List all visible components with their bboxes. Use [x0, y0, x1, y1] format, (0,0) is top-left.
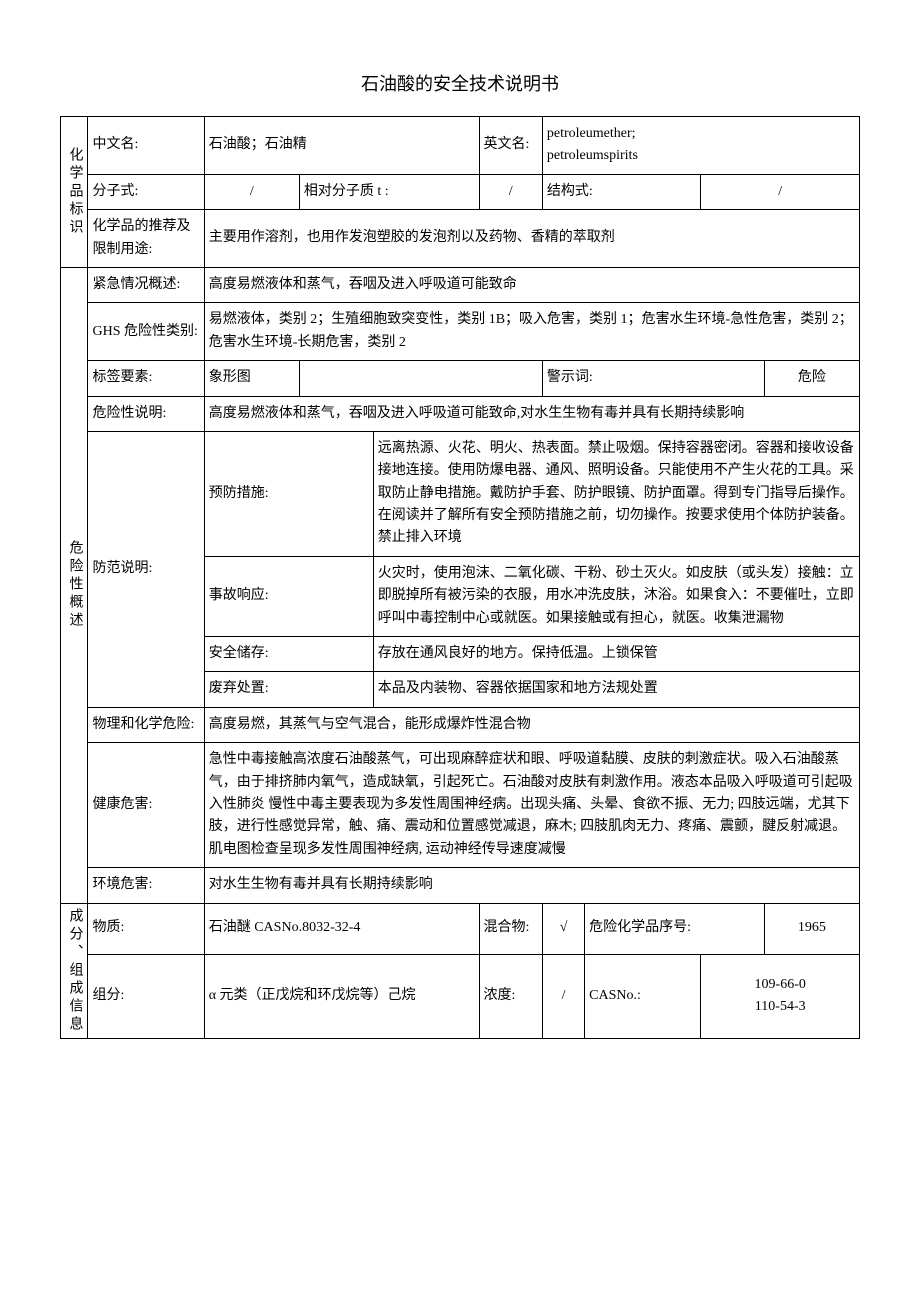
- label-storage: 安全储存:: [204, 637, 373, 672]
- label-precaution: 防范说明:: [88, 431, 204, 707]
- label-env: 环境危害:: [88, 868, 204, 903]
- label-casno: CASNo.:: [585, 954, 701, 1038]
- value-formula: /: [204, 174, 299, 209]
- value-env: 对水生生物有毒并具有长期持续影响: [204, 868, 859, 903]
- value-pictogram: [299, 361, 542, 396]
- value-ghs: 易燃液体，类别 2；生殖细胞致突变性，类别 1B；吸入危害，类别 1；危害水生环…: [204, 303, 859, 361]
- value-response: 火灾时，使用泡沫、二氧化碳、干粉、砂土灭火。如皮肤（或头发）接触：立即脱掉所有被…: [373, 556, 859, 636]
- label-prevention: 预防措施:: [204, 431, 373, 556]
- value-uses: 主要用作溶剂，也用作发泡塑胶的发泡剂以及药物、香精的萃取剂: [204, 210, 859, 268]
- value-storage: 存放在通风良好的地方。保持低温。上锁保管: [373, 637, 859, 672]
- sds-table: 化学品标识 中文名: 石油酸；石油精 英文名: petroleumether; …: [60, 116, 860, 1039]
- value-hazard-stmt: 高度易燃液体和蒸气，吞咽及进入呼吸道可能致命,对水生生物有毒并具有长期持续影响: [204, 396, 859, 431]
- label-formula: 分子式:: [88, 174, 204, 209]
- value-en-name: petroleumether; petroleumspirits: [542, 117, 859, 175]
- label-health: 健康危害:: [88, 743, 204, 868]
- label-pictogram: 象形图: [204, 361, 299, 396]
- label-substance: 物质:: [88, 903, 204, 954]
- value-physchem: 高度易燃，其蒸气与空气混合，能形成爆炸性混合物: [204, 707, 859, 742]
- value-hazchem-no: 1965: [764, 903, 859, 954]
- value-substance: 石油醚 CASNo.8032-32-4: [204, 903, 479, 954]
- value-molweight: /: [479, 174, 542, 209]
- label-response: 事故响应:: [204, 556, 373, 636]
- label-disposal: 废弃处置:: [204, 672, 373, 707]
- value-component: α 元类（正戊烷和环戊烷等）己烷: [204, 954, 479, 1038]
- section-label-composition: 成分、组成信息: [61, 903, 88, 1038]
- label-component: 组分:: [88, 954, 204, 1038]
- value-disposal: 本品及内装物、容器依据国家和地方法规处置: [373, 672, 859, 707]
- value-prevention: 远离热源、火花、明火、热表面。禁止吸烟。保持容器密闭。容器和接收设备接地连接。使…: [373, 431, 859, 556]
- label-structure: 结构式:: [542, 174, 701, 209]
- value-emergency: 高度易燃液体和蒸气，吞咽及进入呼吸道可能致命: [204, 267, 859, 302]
- value-mixture: √: [542, 903, 584, 954]
- label-uses: 化学品的推荐及限制用途:: [88, 210, 204, 268]
- value-cn-name: 石油酸；石油精: [204, 117, 479, 175]
- value-concentration: /: [542, 954, 584, 1038]
- label-hazchem-no: 危险化学品序号:: [585, 903, 765, 954]
- label-physchem: 物理和化学危险:: [88, 707, 204, 742]
- value-structure: /: [701, 174, 860, 209]
- label-hazard-stmt: 危险性说明:: [88, 396, 204, 431]
- label-molweight: 相对分子质 t :: [299, 174, 479, 209]
- value-casno: 109-66-0 110-54-3: [701, 954, 860, 1038]
- label-mixture: 混合物:: [479, 903, 542, 954]
- label-ghs: GHS 危险性类别:: [88, 303, 204, 361]
- label-en-name: 英文名:: [479, 117, 542, 175]
- doc-title: 石油酸的安全技术说明书: [60, 70, 860, 96]
- label-signal: 警示词:: [542, 361, 764, 396]
- label-label-elements: 标签要素:: [88, 361, 204, 396]
- label-concentration: 浓度:: [479, 954, 542, 1038]
- label-cn-name: 中文名:: [88, 117, 204, 175]
- value-health: 急性中毒接触高浓度石油酸蒸气，可出现麻醉症状和眼、呼吸道黏膜、皮肤的刺激症状。吸…: [204, 743, 859, 868]
- label-emergency: 紧急情况概述:: [88, 267, 204, 302]
- section-label-identification: 化学品标识: [61, 117, 88, 268]
- value-signal: 危险: [764, 361, 859, 396]
- section-label-hazards: 危险性概述: [61, 267, 88, 903]
